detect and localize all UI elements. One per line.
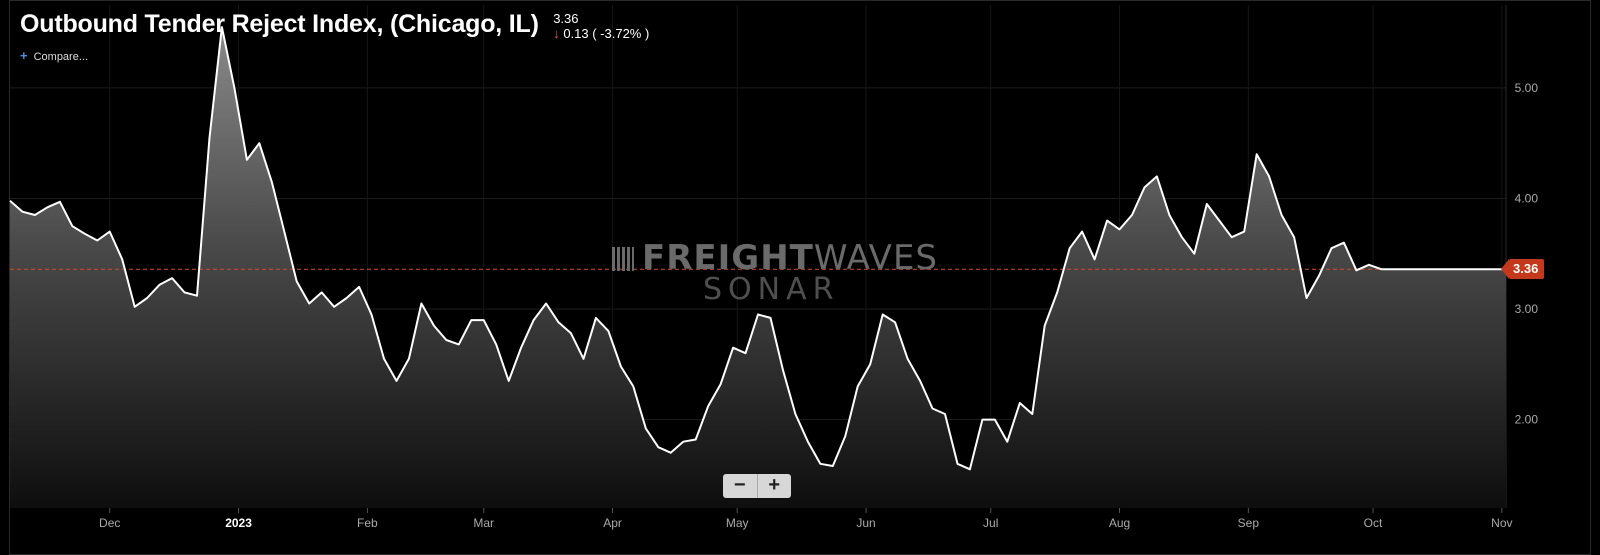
x-tick-label: Apr <box>603 516 622 530</box>
change-text: 0.13 ( -3.72% ) <box>563 26 650 41</box>
x-tick-label: Nov <box>1491 516 1512 530</box>
change-value: ↓ 0.13 ( -3.72% ) <box>553 26 649 41</box>
compare-label: Compare... <box>33 51 89 63</box>
watermark-freightwaves: FREIGHTWAVES <box>612 238 938 278</box>
watermark-sonar: SONAR <box>703 272 840 307</box>
plus-icon: + <box>20 48 28 63</box>
x-tick-label: Feb <box>357 516 378 530</box>
value-readout: 3.36 ↓ 0.13 ( -3.72% ) <box>553 11 649 41</box>
current-value-tag: 3.36 <box>1500 259 1545 280</box>
x-tick-label: Aug <box>1109 516 1130 530</box>
x-tick-label: May <box>726 516 749 530</box>
y-axis: 5.00 4.00 3.00 2.00 <box>1515 81 1539 427</box>
x-tick-label: Jun <box>856 516 875 530</box>
y-tick-label: 2.00 <box>1515 413 1539 427</box>
down-arrow-icon: ↓ <box>553 26 560 41</box>
x-tick-label: Mar <box>473 516 494 530</box>
x-tick-label: Sep <box>1238 516 1260 530</box>
x-tick-label: 2023 <box>225 516 252 530</box>
x-tick-label: Jul <box>983 516 998 530</box>
zoom-controls: − + <box>723 474 791 498</box>
x-axis: Dec 2023 Feb Mar Apr May Jun Jul Aug Sep Oct Nov <box>99 508 1513 530</box>
compare-button[interactable]: + Compare... <box>20 48 88 63</box>
chart-title: Outbound Tender Reject Index, (Chicago, … <box>20 10 539 38</box>
freightwaves-logo-icon <box>612 247 634 271</box>
series-line <box>9 26 1506 471</box>
zoom-in-button[interactable]: + <box>756 474 792 498</box>
y-tick-label: 3.00 <box>1515 302 1539 316</box>
x-tick-label: Dec <box>99 516 120 530</box>
last-value: 3.36 <box>553 11 579 26</box>
watermark-text-light: WAVES <box>813 238 939 278</box>
zoom-out-button[interactable]: − <box>733 474 746 496</box>
y-tick-label: 4.00 <box>1515 191 1539 205</box>
area-fill <box>10 27 1506 508</box>
x-tick-label: Oct <box>1364 516 1383 530</box>
watermark-text-bold: FREIGHT <box>642 238 814 278</box>
y-tick-label: 5.00 <box>1515 81 1539 95</box>
chart-header: Outbound Tender Reject Index, (Chicago, … <box>20 10 649 41</box>
